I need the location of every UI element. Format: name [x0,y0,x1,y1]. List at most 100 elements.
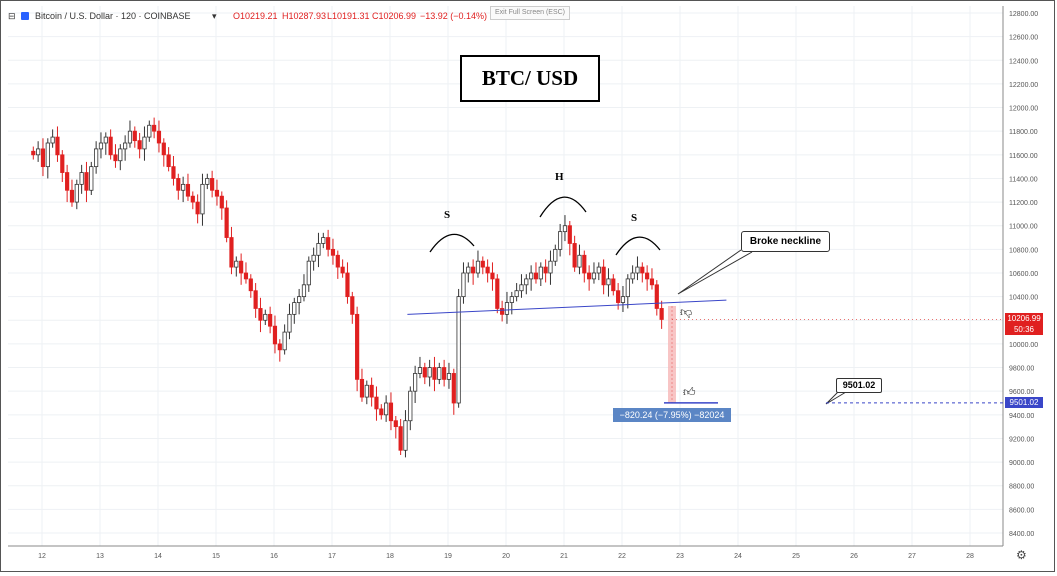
candle [567,221,572,256]
left-shoulder-label[interactable]: S [444,209,451,221]
candle-body [306,260,311,286]
candle [519,274,524,298]
x-tick-label: 20 [502,553,510,560]
chevron-down-icon[interactable]: ▾ [212,11,217,21]
candle-body [432,367,437,380]
candle-body [137,140,142,150]
candle-body [69,189,75,203]
candle [393,416,398,439]
candle-body [210,178,215,191]
candle [185,173,191,201]
candle [31,146,36,160]
candle [475,250,481,278]
candle [103,132,108,155]
candle-body [582,254,587,274]
candle [446,362,452,389]
y-tick-label: 12400.00 [1009,58,1038,65]
candle [596,262,601,281]
candle-body [509,296,514,303]
candle-body [316,243,321,256]
candle-body [654,284,659,309]
candle [364,380,369,405]
candle-body [625,278,630,298]
candle [234,256,239,277]
y-tick-label: 10800.00 [1009,247,1038,254]
candle [427,359,432,387]
y-tick-label: 12600.00 [1009,35,1038,42]
candle-body [379,408,384,416]
candle-body [132,130,137,142]
candle-body [60,154,65,173]
candle [601,259,606,295]
candle-body [649,278,655,286]
candle [422,362,427,385]
candle [272,315,278,354]
neckline-callout[interactable]: Broke neckline [741,231,830,252]
candle-body [239,260,244,274]
exit-fullscreen-button[interactable]: Exit Full Screen (ESC) [490,6,570,20]
right-shoulder-arc [615,236,661,256]
head-label[interactable]: H [555,171,564,183]
x-tick-label: 14 [154,553,162,560]
y-tick-label: 11400.00 [1009,176,1038,183]
candle-body [640,266,645,274]
candle-body [195,201,200,215]
candle-body [350,296,355,315]
candle [500,300,505,322]
candle [142,126,147,161]
candle-body [417,367,423,374]
right-shoulder-label[interactable]: S [631,212,638,224]
candle [253,283,258,318]
candle-body [355,313,360,380]
candle [156,120,162,153]
candle-body [123,142,128,150]
candle [123,135,128,161]
menu-icon[interactable]: ⊟ [8,11,16,21]
candle [118,144,123,171]
chart-title-box[interactable]: BTC/ USD [460,55,600,102]
thumbs-up-icon[interactable]: 👍︎ [683,385,696,399]
settings-gear-icon[interactable]: ⚙ [1016,548,1027,562]
candle-body [548,260,553,274]
x-tick-label: 26 [850,553,858,560]
candle [147,120,152,142]
candle [263,309,268,325]
candle [45,138,50,179]
candle-body [292,302,297,315]
candle-body [31,150,36,156]
candle [471,259,476,285]
candle-body [171,166,176,179]
symbol-title[interactable]: Bitcoin / U.S. Dollar · 120 · COINBASE [35,11,191,21]
candle [219,191,224,220]
candle [543,259,548,283]
candle [408,386,413,431]
y-tick-label: 12800.00 [1009,11,1038,18]
candle [630,265,635,284]
target-callout[interactable]: 9501.02 [836,378,882,393]
candle-body [166,154,171,168]
y-tick-label: 10600.00 [1009,271,1038,278]
candle-body [437,367,442,380]
candle [166,147,171,172]
candle [205,173,210,190]
x-tick-label: 27 [908,553,916,560]
y-tick-label: 10400.00 [1009,295,1038,302]
thumbs-down-icon[interactable]: 👎︎ [680,305,693,319]
candle [243,262,249,284]
candle [258,297,263,333]
candle-body [504,302,510,315]
candle [214,179,220,206]
candle [529,265,534,291]
candle-body [142,136,147,150]
x-tick-label: 24 [734,553,742,560]
candle [485,259,490,283]
candle [248,274,253,298]
candle [548,250,553,285]
candle-body [65,172,70,191]
candle-body [562,225,568,233]
candle [442,359,447,387]
candle [239,253,244,285]
candle [374,386,379,421]
x-tick-label: 25 [792,553,800,560]
